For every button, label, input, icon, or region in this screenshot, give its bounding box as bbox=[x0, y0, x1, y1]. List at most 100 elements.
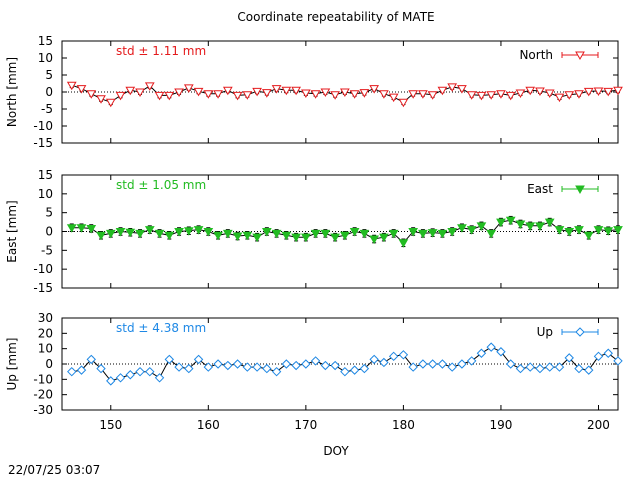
data-point bbox=[96, 231, 106, 241]
data-point bbox=[340, 88, 350, 98]
data-point bbox=[369, 354, 379, 365]
data-point bbox=[476, 348, 487, 358]
data-point bbox=[525, 86, 536, 96]
data-point bbox=[437, 86, 448, 96]
data-point bbox=[408, 90, 419, 99]
y-tick-label: 30 bbox=[38, 311, 53, 325]
std-label: std ± 4.38 mm bbox=[116, 321, 206, 335]
data-point bbox=[575, 51, 585, 61]
data-point bbox=[593, 87, 604, 96]
data-point bbox=[223, 360, 233, 371]
data-point bbox=[154, 91, 165, 101]
data-point bbox=[144, 226, 155, 235]
data-point bbox=[232, 232, 243, 242]
data-point bbox=[388, 93, 399, 103]
data-point bbox=[242, 91, 253, 100]
data-point bbox=[388, 229, 399, 239]
data-point bbox=[291, 86, 301, 96]
data-point bbox=[66, 81, 77, 91]
data-point bbox=[369, 235, 380, 245]
data-point bbox=[613, 356, 623, 366]
data-point bbox=[281, 359, 292, 369]
data-point bbox=[544, 218, 555, 228]
data-point bbox=[125, 86, 136, 96]
data-point bbox=[554, 362, 565, 372]
data-point bbox=[437, 229, 448, 239]
data-point bbox=[76, 365, 87, 375]
data-point bbox=[496, 90, 506, 99]
data-point bbox=[291, 233, 301, 243]
data-point bbox=[135, 88, 145, 98]
data-point bbox=[193, 354, 204, 365]
data-point bbox=[447, 362, 457, 372]
data-point bbox=[369, 85, 380, 94]
data-point bbox=[67, 366, 77, 377]
data-point bbox=[418, 90, 428, 99]
data-point bbox=[135, 229, 145, 239]
data-point bbox=[135, 366, 145, 377]
chart-title: Coordinate repeatability of MATE bbox=[237, 10, 434, 24]
data-point bbox=[496, 218, 506, 228]
data-point bbox=[359, 229, 370, 239]
data-point bbox=[106, 376, 116, 386]
data-point bbox=[466, 356, 477, 366]
x-tick-label: 150 bbox=[99, 418, 122, 432]
y-axis-title: Up [mm] bbox=[5, 338, 19, 391]
data-point bbox=[447, 228, 458, 237]
timestamp: 22/07/25 03:07 bbox=[8, 463, 100, 477]
y-tick-label: -20 bbox=[33, 388, 53, 402]
data-point bbox=[379, 357, 389, 368]
data-point bbox=[535, 222, 545, 231]
data-point bbox=[583, 231, 594, 241]
data-point bbox=[525, 362, 535, 372]
data-point bbox=[144, 82, 155, 91]
data-point bbox=[515, 363, 526, 374]
data-point bbox=[261, 89, 272, 98]
data-point bbox=[535, 363, 545, 374]
data-point bbox=[310, 356, 321, 366]
y-tick-label: 15 bbox=[38, 168, 53, 182]
data-point bbox=[115, 228, 126, 237]
data-point bbox=[145, 366, 155, 377]
data-point bbox=[593, 351, 604, 362]
y-tick-label: -15 bbox=[33, 281, 53, 295]
y-tick-label: 0 bbox=[45, 85, 53, 99]
data-point bbox=[457, 224, 467, 233]
data-point bbox=[398, 239, 409, 248]
data-point bbox=[554, 93, 565, 103]
data-point bbox=[76, 85, 87, 94]
data-point bbox=[252, 233, 262, 243]
data-point bbox=[203, 362, 214, 372]
data-point bbox=[183, 227, 194, 236]
data-point bbox=[115, 91, 126, 101]
data-point bbox=[505, 216, 516, 226]
data-point bbox=[574, 363, 584, 374]
data-point bbox=[271, 366, 282, 377]
data-point bbox=[505, 91, 516, 101]
data-point bbox=[105, 229, 116, 239]
data-point bbox=[66, 224, 77, 233]
data-point bbox=[613, 86, 623, 96]
data-point bbox=[252, 362, 262, 372]
data-point bbox=[203, 90, 214, 99]
data-point bbox=[603, 348, 613, 358]
panels-group: -15 -10 -5 0 5 10 15 North [mm] std ± 1.11 mm Nor… bbox=[5, 34, 623, 432]
data-point bbox=[427, 229, 438, 238]
data-point bbox=[310, 90, 321, 99]
y-tick-label: 10 bbox=[38, 187, 53, 201]
y-tick-label: -10 bbox=[33, 372, 53, 386]
data-point bbox=[515, 89, 526, 99]
data-point bbox=[193, 226, 204, 235]
data-point bbox=[466, 226, 477, 235]
data-point bbox=[281, 86, 292, 96]
data-point bbox=[593, 226, 604, 235]
data-point bbox=[613, 226, 623, 235]
std-label: std ± 1.05 mm bbox=[116, 178, 206, 192]
data-point bbox=[320, 360, 331, 371]
data-point bbox=[359, 363, 370, 374]
data-point bbox=[154, 229, 165, 239]
data-point bbox=[535, 87, 545, 96]
data-point bbox=[271, 229, 282, 239]
x-tick-label: 180 bbox=[392, 418, 415, 432]
